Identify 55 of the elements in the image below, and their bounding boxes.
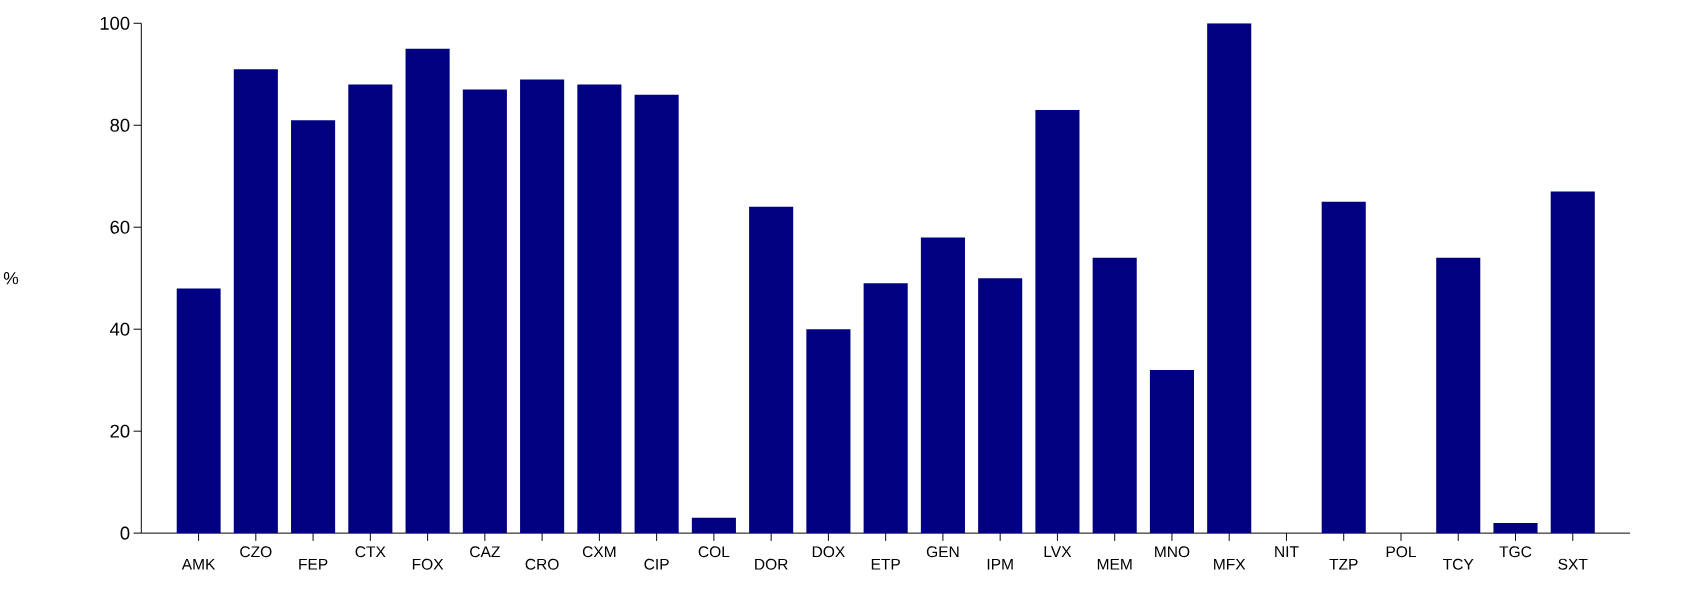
bar [1035,110,1080,534]
x-tick-label: COL [698,546,730,558]
x-tick-label: LVX [1044,546,1072,558]
bar [1321,201,1366,534]
x-tick-label: FOX [412,558,444,570]
bar [348,84,393,534]
bar [462,89,507,534]
y-tick-label: 40 [110,322,130,336]
x-tick-label: MNO [1155,546,1190,558]
y-tick-label: 20 [110,424,130,438]
bar [691,517,736,534]
y-tick-label: 80 [110,118,130,132]
x-tick-label: SXT [1558,558,1588,570]
x-tick-label: NIT [1275,546,1299,558]
bar [978,278,1023,534]
bar [520,79,565,534]
x-tick-label: DOR [755,558,788,570]
x-tick-label: TCY [1443,558,1474,570]
y-tick-label: 100 [100,16,130,30]
x-tick-label: GEN [926,546,959,558]
bar [1149,370,1194,534]
x-tick-label: ETP [871,558,900,570]
x-tick-label: CAZ [470,546,500,558]
bar [920,237,965,534]
y-axis-title: % [3,272,19,285]
bar [863,283,908,534]
x-tick-label: MFX [1214,558,1246,570]
bar [1550,191,1595,534]
bar [233,69,278,534]
x-tick-label: FEP [299,558,328,570]
x-tick-label: TGC [1499,546,1532,558]
x-tick-label: CXM [582,546,616,558]
bar [176,288,221,534]
bar [577,84,622,534]
bar [1436,257,1481,534]
x-tick-label: TZP [1329,558,1358,570]
y-tick-label: 0 [120,526,130,540]
bar [1207,23,1252,534]
bar [1493,523,1538,534]
x-tick-label: CZO [240,546,272,558]
x-tick-label: MEM [1097,558,1132,570]
x-tick-label: CIP [644,558,669,570]
bar [291,120,336,534]
x-tick-label: AMK [181,558,216,570]
bar [634,94,679,534]
bar [1092,257,1137,534]
bar [749,206,794,534]
x-tick-label: IPM [987,558,1013,570]
x-tick-label: POL [1386,546,1417,558]
x-tick-label: DOX [812,546,845,558]
bar [405,48,450,534]
x-tick-label: CRO [525,558,559,570]
x-tick-label: CTX [355,546,386,558]
y-tick-label: 60 [110,220,130,234]
bar [806,329,851,534]
